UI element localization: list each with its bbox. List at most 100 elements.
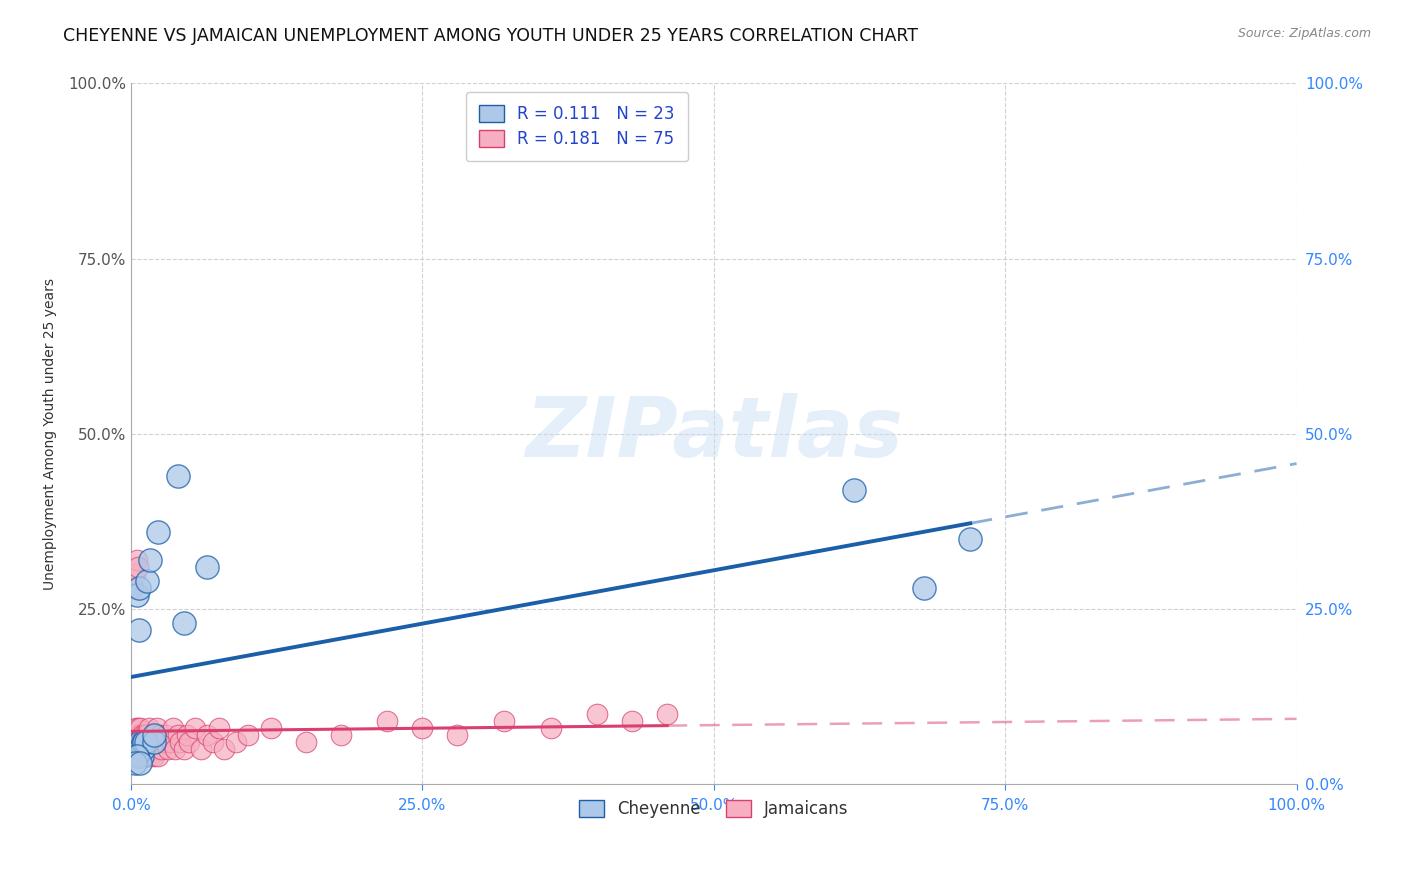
Point <box>132 728 155 742</box>
Point <box>169 735 191 749</box>
Point <box>125 748 148 763</box>
Point <box>207 721 229 735</box>
Point <box>122 735 145 749</box>
Point <box>150 741 173 756</box>
Point <box>214 741 236 756</box>
Point <box>260 721 283 735</box>
Point <box>152 735 174 749</box>
Point <box>139 552 162 566</box>
Text: CHEYENNE VS JAMAICAN UNEMPLOYMENT AMONG YOUTH UNDER 25 YEARS CORRELATION CHART: CHEYENNE VS JAMAICAN UNEMPLOYMENT AMONG … <box>63 27 918 45</box>
Point <box>128 623 150 637</box>
Point <box>141 741 163 756</box>
Point <box>195 559 218 574</box>
Point <box>329 728 352 742</box>
Point <box>129 748 152 763</box>
Point <box>127 721 149 735</box>
Point <box>129 756 152 770</box>
Point <box>176 728 198 742</box>
Point <box>162 721 184 735</box>
Point <box>129 741 152 756</box>
Point <box>155 728 177 742</box>
Point <box>127 735 149 749</box>
Point <box>149 728 172 742</box>
Point <box>125 741 148 756</box>
Point <box>138 735 160 749</box>
Point <box>143 748 166 763</box>
Point <box>125 552 148 566</box>
Point <box>125 748 148 763</box>
Point <box>148 735 170 749</box>
Point <box>129 735 152 749</box>
Point <box>129 721 152 735</box>
Point <box>411 721 433 735</box>
Point <box>136 574 159 588</box>
Point <box>145 721 167 735</box>
Point <box>131 748 153 763</box>
Point <box>125 721 148 735</box>
Point <box>173 741 195 756</box>
Point <box>146 748 169 763</box>
Text: Source: ZipAtlas.com: Source: ZipAtlas.com <box>1237 27 1371 40</box>
Point <box>128 741 150 756</box>
Point <box>124 566 146 581</box>
Legend: Cheyenne, Jamaicans: Cheyenne, Jamaicans <box>572 793 855 824</box>
Point <box>201 735 224 749</box>
Point <box>157 741 180 756</box>
Point <box>125 741 148 756</box>
Point <box>135 735 157 749</box>
Point <box>138 721 160 735</box>
Point <box>139 735 162 749</box>
Point <box>295 735 318 749</box>
Point <box>225 735 247 749</box>
Point <box>125 728 148 742</box>
Point <box>446 728 468 742</box>
Point <box>136 748 159 763</box>
Point <box>129 735 152 749</box>
Point <box>621 714 644 728</box>
Point <box>492 714 515 728</box>
Point <box>179 735 201 749</box>
Point <box>540 721 562 735</box>
Point <box>125 588 148 602</box>
Point <box>134 735 156 749</box>
Y-axis label: Unemployment Among Youth under 25 years: Unemployment Among Youth under 25 years <box>44 277 58 590</box>
Point <box>127 748 149 763</box>
Point <box>842 483 865 497</box>
Point <box>124 756 146 770</box>
Point <box>122 581 145 595</box>
Point <box>124 741 146 756</box>
Point <box>132 748 155 763</box>
Point <box>146 524 169 539</box>
Point <box>132 735 155 749</box>
Point <box>657 706 679 721</box>
Point <box>195 728 218 742</box>
Point <box>159 735 181 749</box>
Point <box>132 741 155 756</box>
Point <box>135 741 157 756</box>
Point <box>124 728 146 742</box>
Point <box>134 748 156 763</box>
Point <box>142 728 165 742</box>
Point <box>145 735 167 749</box>
Point <box>125 735 148 749</box>
Point <box>139 748 162 763</box>
Text: ZIPatlas: ZIPatlas <box>524 393 903 474</box>
Point <box>128 581 150 595</box>
Point <box>127 559 149 574</box>
Point <box>132 735 155 749</box>
Point <box>586 706 609 721</box>
Point <box>132 741 155 756</box>
Point <box>132 735 155 749</box>
Point <box>166 468 188 483</box>
Point <box>131 728 153 742</box>
Point <box>190 741 212 756</box>
Point <box>912 581 935 595</box>
Point <box>236 728 259 742</box>
Point <box>143 728 166 742</box>
Point <box>377 714 399 728</box>
Point <box>131 741 153 756</box>
Point <box>143 735 166 749</box>
Point <box>128 728 150 742</box>
Point <box>173 615 195 630</box>
Point <box>166 728 188 742</box>
